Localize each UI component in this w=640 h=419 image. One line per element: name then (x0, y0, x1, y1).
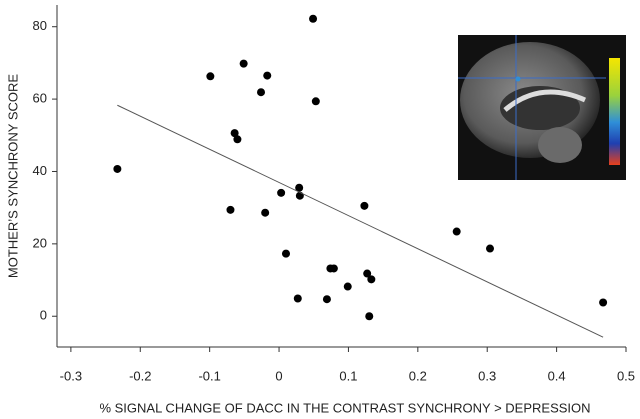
y-tick-label: 80 (33, 18, 47, 33)
point (293, 294, 302, 303)
point (329, 264, 338, 273)
point (239, 59, 248, 68)
x-axis-label: % SIGNAL CHANGE OF DACC IN THE CONTRAST … (99, 400, 590, 415)
point (281, 249, 290, 258)
point (295, 183, 304, 192)
point (309, 14, 318, 23)
x-tick-label: 0.2 (409, 368, 427, 383)
point (263, 71, 272, 80)
y-tick-label: 60 (33, 91, 47, 106)
point (367, 275, 376, 284)
point (599, 298, 608, 307)
point (206, 72, 215, 81)
point (233, 135, 242, 144)
point (261, 208, 270, 217)
point (485, 244, 494, 253)
y-tick-label: 20 (33, 235, 47, 250)
x-tick-label: -0.3 (60, 368, 82, 383)
point (230, 129, 239, 138)
point (277, 188, 286, 197)
point (452, 227, 461, 236)
y-axis-label: MOTHER’S SYNCHRONY SCORE (5, 74, 20, 279)
trend-line (117, 104, 604, 338)
x-tick-label: -0.1 (198, 368, 220, 383)
x-tick-label: 0.4 (548, 368, 566, 383)
point (257, 88, 266, 97)
point (363, 269, 372, 278)
x-tick-label: 0.1 (339, 368, 357, 383)
y-tick-label: 40 (33, 163, 47, 178)
point (311, 97, 320, 106)
x-tick-label: 0 (275, 368, 282, 383)
point (322, 295, 331, 304)
point (365, 312, 374, 321)
x-tick-label: 0.3 (478, 368, 496, 383)
point (343, 282, 352, 291)
y-tick-label: 0 (40, 308, 47, 323)
brain-inset (458, 35, 626, 180)
x-tick-label: 0.5 (617, 368, 635, 383)
point (360, 201, 369, 210)
point (226, 205, 235, 214)
point (113, 164, 122, 173)
x-tick-label: -0.2 (129, 368, 151, 383)
